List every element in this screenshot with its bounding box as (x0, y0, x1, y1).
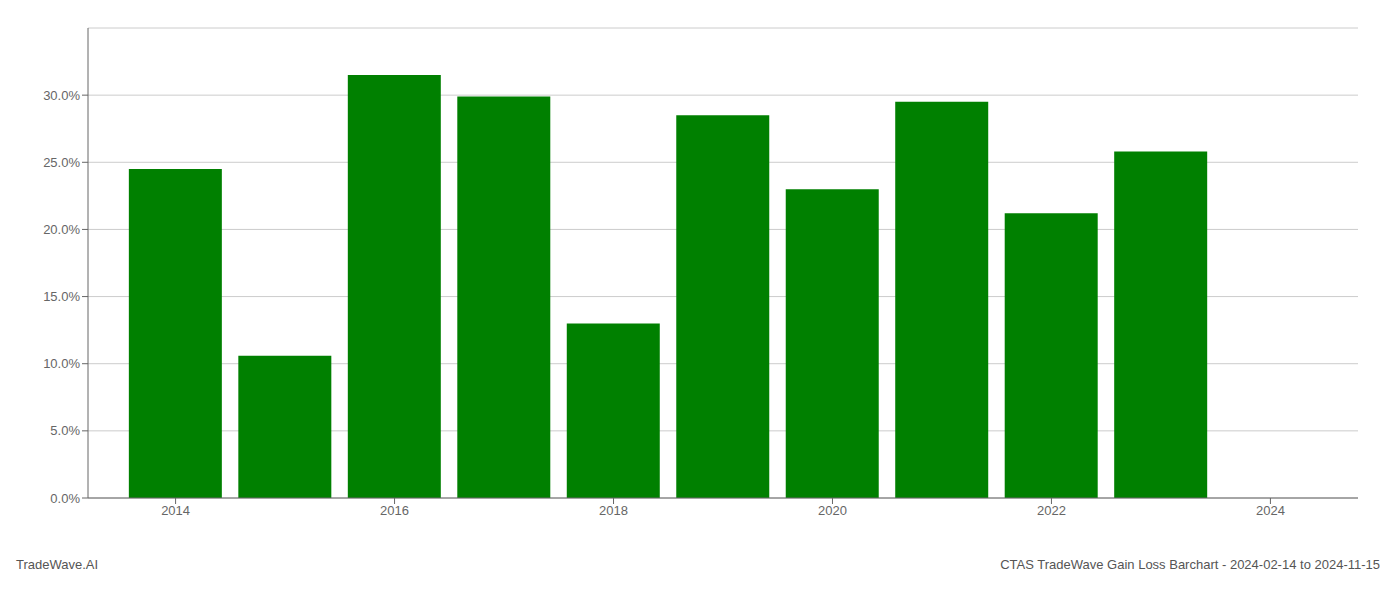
html-text:TradeWave.AI: TradeWave.AI (16, 557, 99, 572)
svg-text:2020: 2020 (818, 503, 847, 518)
svg-text:15.0%: 15.0% (43, 289, 80, 304)
svg-text:2024: 2024 (1256, 503, 1285, 518)
svg-text:2016: 2016 (380, 503, 409, 518)
svg-text:2022: 2022 (1037, 503, 1066, 518)
svg-text:25.0%: 25.0% (43, 155, 80, 170)
svg-text:2014: 2014 (161, 503, 190, 518)
svg-text:30.0%: 30.0% (43, 88, 80, 103)
svg-text:0.0%: 0.0% (50, 491, 80, 506)
svg-text:10.0%: 10.0% (43, 356, 80, 371)
svg-text:2018: 2018 (599, 503, 628, 518)
svg-text:5.0%: 5.0% (50, 423, 80, 438)
html-text:CTAS TradeWave Gain Loss Barch: CTAS TradeWave Gain Loss Barchart - 2024… (1000, 557, 1380, 572)
svg-text:20.0%: 20.0% (43, 222, 80, 237)
